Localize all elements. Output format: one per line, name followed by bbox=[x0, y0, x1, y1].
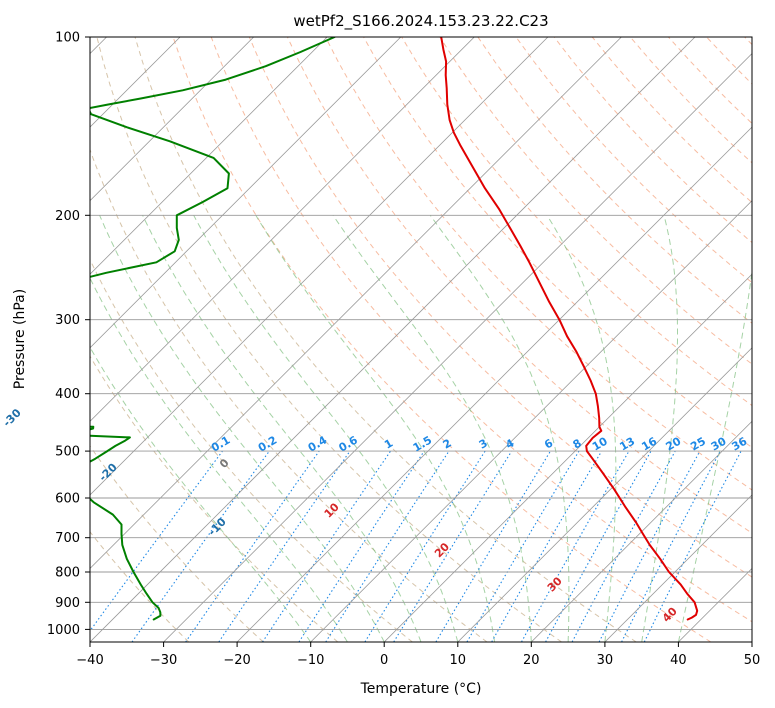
mixing-ratio-line bbox=[521, 450, 630, 642]
isotherm-line bbox=[457, 347, 752, 642]
moist-adiabat-line bbox=[99, 215, 385, 642]
moist-adiabat-line bbox=[193, 215, 459, 642]
isotherm-line bbox=[90, 37, 254, 202]
y-tick-label: 1000 bbox=[47, 623, 80, 638]
x-tick-label: 40 bbox=[670, 653, 687, 668]
dry-adiabat-line bbox=[96, 37, 562, 642]
plot-area bbox=[90, 37, 752, 642]
isotherm-line bbox=[90, 37, 696, 642]
dewpoint-profile-line bbox=[90, 37, 336, 621]
mixing-ratio-line bbox=[90, 450, 223, 632]
y-tick-label: 100 bbox=[55, 31, 80, 46]
moist-adiabat-line bbox=[677, 268, 752, 642]
moist-adiabat-line bbox=[546, 215, 617, 642]
x-tick-label: −30 bbox=[150, 653, 177, 668]
x-axis-ticks: −40 −30 −20 −10 0 10 20 30 40 50 bbox=[76, 642, 760, 668]
dry-adiabat-line bbox=[210, 37, 752, 623]
mixing-ratio-line bbox=[571, 450, 676, 642]
isotherm-line bbox=[383, 273, 752, 642]
moist-adiabat-line bbox=[142, 215, 422, 642]
dry-adiabats bbox=[90, 37, 752, 642]
y-axis-label: Pressure (hPa) bbox=[12, 289, 28, 389]
x-tick-label: −40 bbox=[76, 653, 103, 668]
y-tick-label: 300 bbox=[55, 313, 80, 328]
x-tick-label: −10 bbox=[297, 653, 324, 668]
dry-adiabat-line bbox=[90, 531, 190, 642]
mixing-ratio-line bbox=[218, 450, 351, 642]
moist-adiabat-line bbox=[90, 346, 312, 642]
isotherm-line bbox=[90, 37, 402, 349]
y-tick-label: 900 bbox=[55, 596, 80, 611]
x-tick-label: 30 bbox=[597, 653, 614, 668]
dry-adiabat-line bbox=[134, 37, 637, 642]
mixing-ratio-line bbox=[131, 450, 270, 642]
isotherm-line bbox=[90, 37, 549, 496]
isotherm-line bbox=[531, 420, 752, 642]
dry-adiabat-line bbox=[90, 148, 488, 642]
dry-adiabat-line bbox=[90, 355, 339, 642]
y-tick-label: 800 bbox=[55, 566, 80, 581]
plot-frame bbox=[89, 36, 753, 643]
isotherm-line bbox=[163, 53, 752, 642]
mixing-ratio-line bbox=[298, 450, 425, 642]
dry-adiabat-line bbox=[172, 37, 712, 642]
x-tick-label: 20 bbox=[523, 653, 540, 668]
x-tick-label: 10 bbox=[450, 653, 467, 668]
dry-adiabat-line bbox=[401, 37, 752, 407]
isotherm-line bbox=[236, 126, 752, 642]
dry-adiabat-line bbox=[515, 37, 752, 284]
y-tick-label: 500 bbox=[55, 445, 80, 460]
moist-adiabats bbox=[90, 215, 752, 642]
moist-adiabat-line bbox=[429, 215, 570, 642]
dry-adiabat-line bbox=[439, 37, 752, 365]
mixing-ratio-line bbox=[393, 450, 513, 642]
isobar-grid bbox=[90, 37, 752, 630]
x-tick-label: 0 bbox=[380, 653, 388, 668]
x-axis-label: Temperature (°C) bbox=[360, 681, 482, 697]
mixing-ratio-line bbox=[262, 450, 391, 642]
dry-adiabat-line bbox=[90, 445, 264, 642]
mixing-ratio-line bbox=[643, 450, 742, 642]
mixing-ratio-line bbox=[325, 450, 450, 642]
moist-adiabat-line bbox=[332, 215, 532, 642]
x-tick-label: −20 bbox=[223, 653, 250, 668]
dry-adiabat-line bbox=[248, 37, 752, 578]
y-tick-label: 600 bbox=[55, 492, 80, 507]
isotherm-grid bbox=[90, 37, 752, 642]
x-tick-label: 50 bbox=[744, 653, 761, 668]
isotherm-line bbox=[604, 494, 752, 642]
isotherm-line bbox=[90, 37, 622, 569]
mixing-ratio-lines bbox=[90, 450, 742, 642]
isotherm-line bbox=[90, 37, 475, 422]
mixing-ratio-line bbox=[545, 450, 652, 642]
y-axis-ticks: 100 200 300 400 500 600 700 800 900 1000 bbox=[47, 31, 90, 638]
y-tick-label: 700 bbox=[55, 531, 80, 546]
y-tick-label: 200 bbox=[55, 209, 80, 224]
sounding-profiles bbox=[90, 37, 699, 621]
y-tick-label: 400 bbox=[55, 387, 80, 402]
isotherm-line bbox=[310, 200, 752, 642]
isotherm-line bbox=[90, 37, 328, 275]
moist-adiabat-line bbox=[641, 215, 678, 642]
chart-title: wetPf2_S166.2024.153.23.22.C23 bbox=[293, 12, 548, 31]
temperature-profile-line bbox=[440, 37, 699, 621]
mixing-ratio-line bbox=[185, 450, 320, 642]
